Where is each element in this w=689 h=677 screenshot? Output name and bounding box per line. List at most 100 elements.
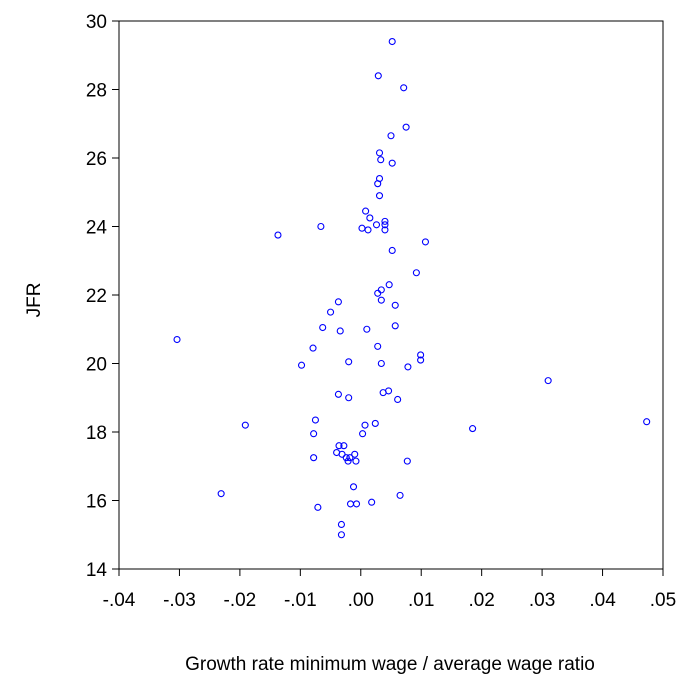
data-point	[387, 132, 395, 140]
data-point	[412, 269, 420, 277]
data-point	[317, 222, 325, 231]
data-points	[173, 37, 651, 539]
y-tick-label: 14	[86, 560, 108, 581]
data-point	[377, 359, 385, 368]
data-point	[374, 72, 382, 80]
data-point	[391, 322, 399, 330]
x-axis-title: Growth rate minimum wage / average wage …	[185, 654, 595, 675]
data-point	[371, 419, 379, 427]
data-point	[402, 123, 410, 131]
data-point	[363, 325, 371, 333]
plot-area	[118, 20, 664, 570]
y-axis-title: JFR	[24, 283, 45, 318]
x-tick-label: .02	[468, 590, 494, 611]
data-point	[385, 281, 393, 289]
x-tick-label: .04	[589, 590, 616, 611]
data-point	[338, 450, 346, 458]
data-point	[241, 421, 249, 429]
data-point	[358, 224, 366, 232]
data-point	[388, 159, 396, 167]
data-point	[352, 500, 361, 508]
x-tick-label: .01	[408, 590, 434, 611]
data-point	[364, 226, 372, 234]
data-point	[381, 221, 389, 229]
data-point	[391, 301, 399, 309]
data-point	[469, 425, 477, 433]
data-point	[319, 323, 327, 332]
data-point	[374, 342, 382, 350]
data-point	[351, 450, 359, 458]
data-point	[374, 180, 382, 188]
data-point	[297, 361, 306, 369]
data-point	[352, 457, 360, 465]
data-point	[346, 500, 355, 508]
data-point	[337, 520, 345, 529]
data-point	[381, 217, 389, 225]
data-point	[375, 149, 384, 157]
data-point	[368, 498, 376, 506]
data-point	[394, 395, 402, 404]
data-point	[345, 394, 353, 402]
y-tick-label: 20	[86, 355, 107, 376]
data-point	[377, 156, 385, 164]
plot-frame	[118, 20, 664, 570]
data-point	[361, 421, 369, 429]
y-tick-label: 30	[86, 12, 107, 33]
data-point	[417, 356, 425, 364]
data-point	[274, 231, 282, 239]
data-point	[310, 430, 318, 438]
data-point	[314, 503, 322, 511]
data-point	[334, 298, 342, 306]
data-point	[417, 351, 425, 359]
x-tick-label: -.03	[163, 590, 196, 611]
data-point	[372, 221, 381, 229]
data-point	[403, 457, 411, 465]
data-point	[335, 442, 343, 450]
data-point	[366, 214, 374, 222]
data-point	[217, 490, 225, 498]
data-point	[340, 442, 348, 450]
data-point	[404, 363, 412, 371]
x-tick-label: .00	[348, 590, 374, 611]
x-tick-label: -.04	[103, 590, 136, 611]
data-point	[337, 531, 345, 539]
y-tick-label: 18	[86, 423, 107, 444]
x-tick-label: .03	[529, 590, 555, 611]
data-point	[359, 430, 367, 438]
y-tick-label: 28	[86, 81, 107, 102]
data-point	[173, 335, 181, 344]
data-point	[309, 344, 317, 352]
y-axis: 14 16 18 20 22 24 26 28 30	[86, 12, 119, 581]
data-point	[374, 289, 382, 297]
data-point	[345, 358, 353, 366]
data-point	[375, 192, 384, 200]
data-point	[334, 390, 342, 398]
data-point	[362, 207, 370, 215]
y-tick-label: 16	[86, 492, 107, 513]
data-point	[544, 377, 552, 385]
y-tick-label: 24	[86, 218, 108, 239]
data-point	[396, 491, 404, 499]
y-tick-label: 22	[86, 286, 107, 307]
x-tick-label: .05	[650, 590, 676, 611]
data-point	[349, 483, 358, 491]
data-point	[344, 457, 352, 465]
y-tick-label: 26	[86, 149, 107, 170]
data-point	[381, 226, 389, 234]
data-point	[377, 286, 385, 294]
data-point	[643, 418, 651, 426]
x-axis: -.04 -.03 -.02 -.01 .00 .01 .02 .03 .04 .05	[103, 569, 676, 611]
data-point	[311, 416, 319, 424]
data-point	[388, 37, 396, 46]
data-point	[327, 308, 335, 316]
data-point	[310, 454, 318, 462]
x-tick-label: -.02	[224, 590, 257, 611]
data-point	[342, 454, 350, 462]
data-point	[421, 238, 430, 246]
data-point	[379, 389, 387, 397]
data-point	[377, 296, 385, 304]
data-point	[336, 327, 344, 335]
x-tick-label: -.01	[284, 590, 317, 611]
data-point	[388, 246, 396, 255]
